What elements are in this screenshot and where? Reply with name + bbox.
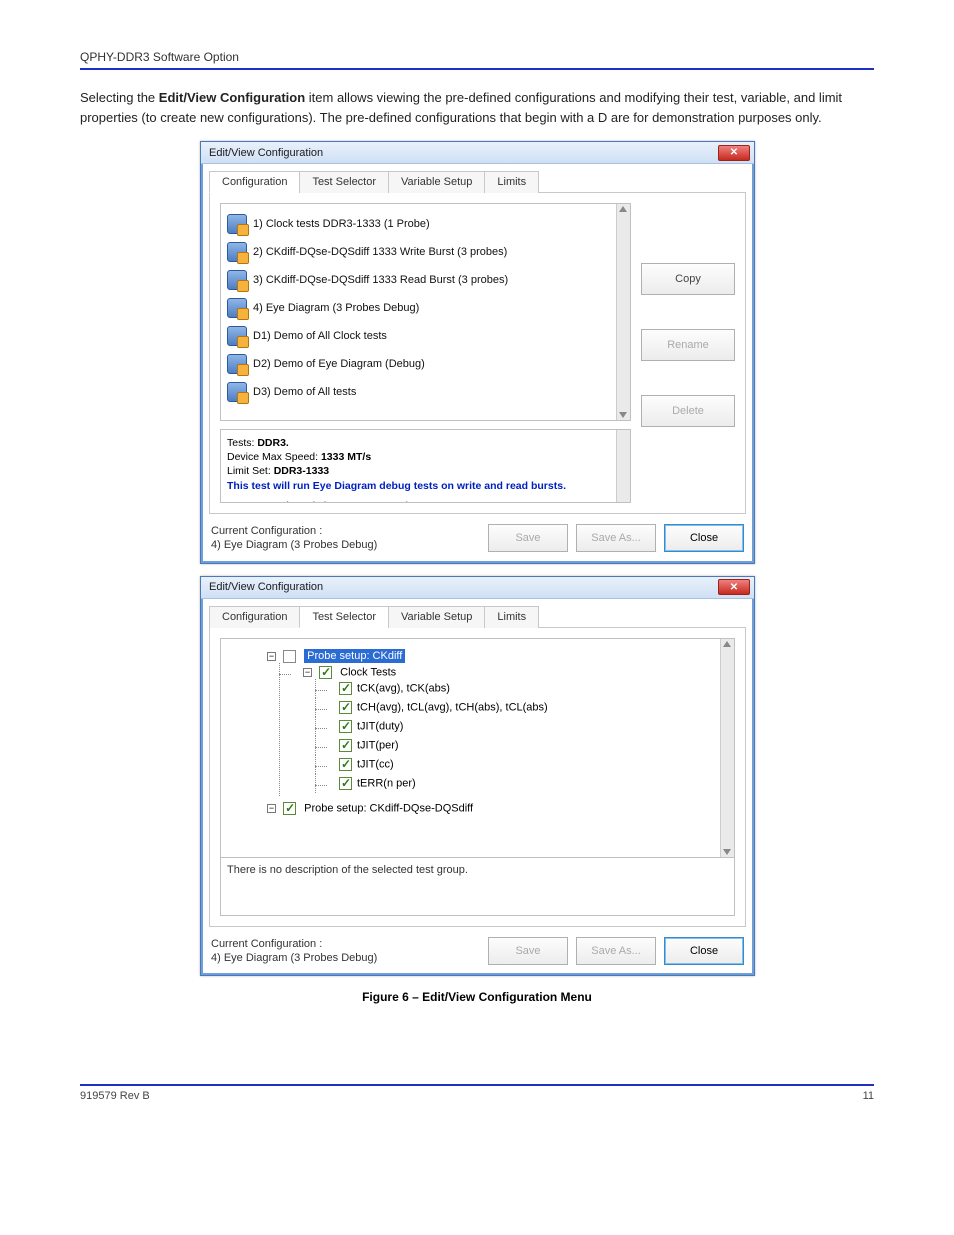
tree-leaf[interactable]: tJIT(cc)	[357, 758, 394, 770]
config-item[interactable]: D1) Demo of All Clock tests	[225, 322, 626, 350]
config-window-2: Edit/View Configuration ✕ Configuration …	[200, 576, 755, 977]
checkbox[interactable]	[283, 650, 296, 663]
tree-node-label[interactable]: Clock Tests	[340, 666, 396, 678]
tree-description: There is no description of the selected …	[220, 858, 735, 916]
tree-leaf[interactable]: tCH(avg), tCL(avg), tCH(abs), tCL(abs)	[357, 701, 548, 713]
tree-toggle-icon[interactable]: −	[303, 668, 312, 677]
save-as-button[interactable]: Save As...	[576, 937, 656, 965]
tree-toggle-icon[interactable]: −	[267, 652, 276, 661]
figure-caption: Figure 6 – Edit/View Configuration Menu	[80, 990, 874, 1004]
current-config-label: Current Configuration : 4) Eye Diagram (…	[211, 937, 377, 966]
save-as-button[interactable]: Save As...	[576, 524, 656, 552]
close-button[interactable]: Close	[664, 524, 744, 552]
config-icon	[227, 214, 247, 234]
config-icon	[227, 382, 247, 402]
checkbox[interactable]	[339, 777, 352, 790]
footer-right: 11	[863, 1090, 874, 1102]
config-icon	[227, 242, 247, 262]
tab-test-selector[interactable]: Test Selector	[299, 171, 389, 193]
config-window-1: Edit/View Configuration ✕ Configuration …	[200, 141, 755, 564]
tab-variable-setup[interactable]: Variable Setup	[388, 171, 485, 193]
tree-leaf[interactable]: tERR(n per)	[357, 777, 416, 789]
scrollbar[interactable]	[720, 639, 734, 857]
checkbox[interactable]	[339, 758, 352, 771]
save-button[interactable]: Save	[488, 937, 568, 965]
checkbox[interactable]	[319, 666, 332, 679]
current-config-label: Current Configuration : 4) Eye Diagram (…	[211, 524, 377, 553]
checkbox[interactable]	[283, 802, 296, 815]
tab-limits[interactable]: Limits	[484, 171, 539, 193]
tab-variable-setup[interactable]: Variable Setup	[388, 606, 485, 628]
page-header-left: QPHY-DDR3 Software Option	[80, 50, 239, 64]
config-icon	[227, 326, 247, 346]
config-icon	[227, 270, 247, 290]
tree-node-label[interactable]: Probe setup: CKdiff-DQse-DQSdiff	[304, 802, 473, 814]
delete-button[interactable]: Delete	[641, 395, 735, 427]
tree-root-label[interactable]: Probe setup: CKdiff	[304, 649, 405, 663]
titlebar: Edit/View Configuration ✕	[201, 142, 754, 164]
tree-leaf[interactable]: tJIT(duty)	[357, 720, 403, 732]
tree-leaf[interactable]: tJIT(per)	[357, 739, 399, 751]
test-tree[interactable]: − Probe setup: CKdiff − Clock Tests	[220, 638, 735, 858]
config-item[interactable]: 2) CKdiff-DQse-DQSdiff 1333 Write Burst …	[225, 238, 626, 266]
close-button[interactable]: Close	[664, 937, 744, 965]
checkbox[interactable]	[339, 682, 352, 695]
tab-configuration[interactable]: Configuration	[209, 171, 300, 193]
tree-toggle-icon[interactable]: −	[267, 804, 276, 813]
footer-left: 919579 Rev B	[80, 1090, 150, 1102]
close-icon[interactable]: ✕	[718, 579, 750, 595]
scrollbar[interactable]	[616, 204, 630, 420]
close-icon[interactable]: ✕	[718, 145, 750, 161]
config-icon	[227, 298, 247, 318]
scrollbar[interactable]	[616, 430, 630, 502]
intro-paragraph: Selecting the Edit/View Configuration it…	[80, 88, 874, 127]
tab-strip: Configuration Test Selector Variable Set…	[209, 170, 746, 193]
checkbox[interactable]	[339, 701, 352, 714]
tree-leaf[interactable]: tCK(avg), tCK(abs)	[357, 682, 450, 694]
titlebar: Edit/View Configuration ✕	[201, 577, 754, 599]
config-item[interactable]: 4) Eye Diagram (3 Probes Debug)	[225, 294, 626, 322]
copy-button[interactable]: Copy	[641, 263, 735, 295]
tab-limits[interactable]: Limits	[484, 606, 539, 628]
config-icon	[227, 354, 247, 374]
config-listbox[interactable]: 1) Clock tests DDR3-1333 (1 Probe) 2) CK…	[220, 203, 631, 421]
tab-test-selector[interactable]: Test Selector	[299, 606, 389, 628]
checkbox[interactable]	[339, 739, 352, 752]
config-item[interactable]: D3) Demo of All tests	[225, 378, 626, 406]
checkbox[interactable]	[339, 720, 352, 733]
rename-button[interactable]: Rename	[641, 329, 735, 361]
window-title: Edit/View Configuration	[209, 147, 323, 159]
config-item[interactable]: D2) Demo of Eye Diagram (Debug)	[225, 350, 626, 378]
description-box: Tests: DDR3. Device Max Speed: 1333 MT/s…	[220, 429, 631, 503]
tab-strip: Configuration Test Selector Variable Set…	[209, 605, 746, 628]
tab-configuration[interactable]: Configuration	[209, 606, 300, 628]
window-title: Edit/View Configuration	[209, 581, 323, 593]
config-item[interactable]: 3) CKdiff-DQse-DQSdiff 1333 Read Burst (…	[225, 266, 626, 294]
save-button[interactable]: Save	[488, 524, 568, 552]
config-item[interactable]: 1) Clock tests DDR3-1333 (1 Probe)	[225, 210, 626, 238]
